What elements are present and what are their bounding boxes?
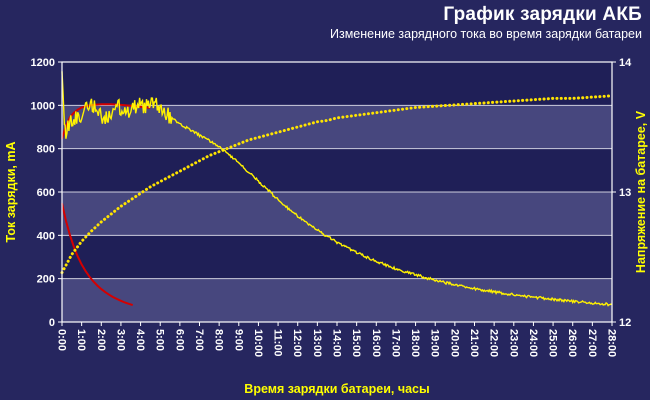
- x-tick-label: 28:00: [606, 329, 618, 357]
- x-tick-label: 12:00: [291, 329, 303, 357]
- y-left-tick-label: 400: [37, 230, 55, 242]
- x-tick-label: 1:00: [75, 329, 87, 351]
- x-tick-label: 15:00: [350, 329, 362, 357]
- right-axis-title: Напряжение на батарее, V: [634, 110, 648, 273]
- x-tick-label: 5:00: [154, 329, 166, 351]
- x-tick-label: 0:00: [56, 329, 68, 351]
- plot-band: [62, 192, 612, 236]
- plot-band: [62, 278, 612, 322]
- y-right-tick-label: 14: [619, 57, 632, 69]
- x-tick-label: 24:00: [527, 329, 539, 357]
- x-tick-label: 2:00: [95, 329, 107, 351]
- y-right-tick-label: 13: [619, 187, 631, 199]
- x-tick-label: 25:00: [547, 329, 559, 357]
- x-tick-label: 27:00: [586, 329, 598, 357]
- series-charging-current: [61, 71, 613, 307]
- series-current-reference-red-decay: [61, 203, 134, 307]
- y-left-tick-label: 1000: [31, 100, 55, 112]
- chart-subtitle: Изменение зарядного тока во время зарядк…: [329, 27, 642, 41]
- x-tick-label: 10:00: [252, 329, 264, 357]
- x-tick-label: 4:00: [134, 329, 146, 351]
- chart-title: График зарядки АКБ: [443, 4, 642, 25]
- series-battery-voltage: [60, 94, 614, 275]
- x-tick-label: 21:00: [468, 329, 480, 357]
- left-axis-title: Ток зарядки, mA: [4, 142, 18, 243]
- x-tick-label: 8:00: [213, 329, 225, 351]
- x-tick-label: 19:00: [429, 329, 441, 357]
- plot-band: [62, 62, 612, 106]
- y-left-tick-label: 0: [49, 317, 55, 329]
- x-tick-label: 26:00: [566, 329, 578, 357]
- y-left-tick-label: 600: [37, 187, 55, 199]
- y-right-tick-label: 12: [619, 317, 631, 329]
- x-tick-label: 23:00: [507, 329, 519, 357]
- x-axis-title: Время зарядки батареи, часы: [244, 382, 429, 396]
- x-tick-label: 16:00: [370, 329, 382, 357]
- x-tick-label: 20:00: [448, 329, 460, 357]
- x-tick-label: 18:00: [409, 329, 421, 357]
- y-left-tick-label: 200: [37, 274, 55, 286]
- x-tick-label: 13:00: [311, 329, 323, 357]
- x-tick-label: 22:00: [488, 329, 500, 357]
- x-tick-label: 9:00: [232, 329, 244, 351]
- y-left-tick-label: 1200: [31, 57, 55, 69]
- plot-band: [62, 105, 612, 149]
- x-tick-label: 14:00: [331, 329, 343, 357]
- x-tick-label: 17:00: [389, 329, 401, 357]
- x-tick-label: 7:00: [193, 329, 205, 351]
- x-tick-label: 3:00: [114, 329, 126, 351]
- x-tick-label: 11:00: [272, 329, 284, 357]
- y-left-tick-label: 800: [37, 144, 55, 156]
- plot-band: [62, 235, 612, 279]
- x-tick-label: 6:00: [173, 329, 185, 351]
- plot-band: [62, 148, 612, 192]
